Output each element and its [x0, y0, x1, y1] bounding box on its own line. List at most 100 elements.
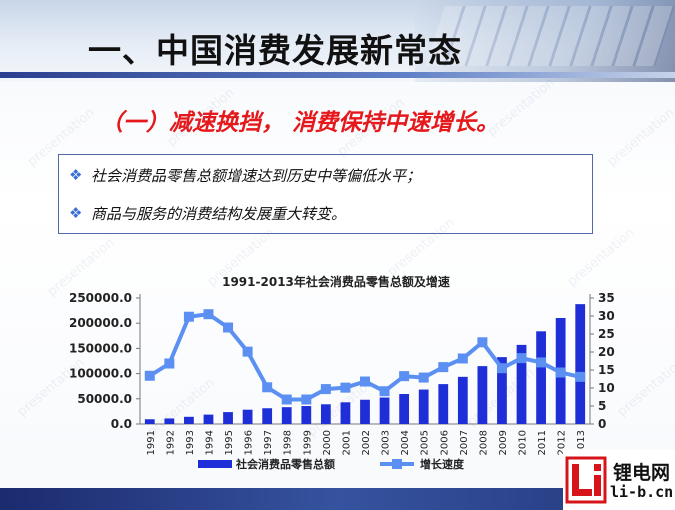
line-point [457, 353, 468, 364]
x-tick-label: 1998 [283, 430, 294, 455]
bar [223, 412, 233, 424]
bar-series [144, 304, 586, 424]
header-decoration [415, 0, 675, 82]
line-point [360, 376, 370, 387]
x-tick-label: 2001 [341, 430, 352, 455]
bar [301, 406, 312, 424]
line-point [203, 309, 214, 320]
y-left-tick-label: 0.0 [111, 417, 132, 431]
line-point [418, 372, 429, 383]
bar [438, 384, 449, 424]
bar [203, 414, 214, 424]
x-tick-label: 1995 [224, 430, 235, 455]
line-point [262, 382, 273, 393]
x-tick-label: 2003 [381, 430, 392, 455]
chart-axes: 0.0 50000.0 100000.0 150000.0 200000.0 250000… [69, 291, 615, 455]
x-tick-label: 2009 [498, 430, 509, 455]
x-tick-label: 2000 [322, 430, 333, 455]
line-point [301, 394, 312, 405]
x-tick-label: 2004 [400, 430, 411, 455]
x-tick-label: 1999 [302, 430, 313, 455]
legend-bar-label: 社会消费品零售总额 [235, 457, 335, 471]
bar [164, 418, 175, 424]
title-underline [0, 72, 675, 78]
x-tick-label: 2007 [459, 430, 470, 455]
x-tick-label: 2008 [478, 430, 489, 455]
bar [281, 407, 292, 424]
line-series [144, 309, 586, 405]
bar [242, 409, 253, 424]
bar [497, 357, 507, 424]
line-point [320, 384, 331, 395]
y-right-tick-label: 5 [598, 399, 606, 413]
diamond-bullet-icon: ❖ [69, 204, 83, 222]
x-tick-label: 2012 [557, 430, 568, 455]
line-point [516, 353, 527, 364]
legend-bar-swatch [198, 460, 232, 468]
line-point [281, 394, 292, 405]
line-point [399, 371, 410, 382]
y-right-tick-label: 10 [598, 381, 615, 395]
slide-subtitle: （一）减速换挡， 消费保持中速增长。 [100, 110, 500, 136]
line-point [438, 362, 449, 373]
bar [320, 404, 331, 424]
bar [399, 394, 410, 424]
bar [457, 376, 468, 424]
x-tick-label: 2006 [439, 430, 450, 455]
bar [262, 408, 273, 424]
line-point [379, 386, 390, 397]
diamond-bullet-icon: ❖ [69, 166, 83, 184]
line-point [575, 371, 586, 382]
bar [144, 419, 155, 424]
logo-name: 锂电网 [613, 462, 671, 484]
line-point [340, 382, 351, 393]
bar [360, 399, 370, 424]
y-left-tick-label: 200000.0 [69, 316, 132, 330]
bullet-item: ❖ 社会消费品零售总额增速达到历史中等偏低水平； [69, 163, 421, 187]
chart-legend: 社会消费品零售总额 增长速度 [198, 457, 465, 471]
bar [379, 397, 390, 424]
line-point [555, 367, 566, 378]
bar [418, 389, 429, 424]
x-tick-label: 1996 [244, 430, 255, 455]
chart-title: 1991-2013年社会消费品零售总额及增速 [222, 274, 450, 289]
line-point [536, 357, 547, 368]
bullet-item: ❖ 商品与服务的消费结构发展重大转变。 [69, 201, 346, 225]
y-left-tick-label: 250000.0 [69, 291, 132, 305]
x-tick-label: 2005 [420, 430, 431, 455]
y-right-tick-label: 0 [598, 417, 606, 431]
bar [477, 366, 488, 424]
logo-domain: li-b.cn [610, 483, 674, 501]
y-left-tick-label: 100000.0 [69, 367, 132, 381]
footer-strip [0, 488, 563, 510]
x-tick-label: 1997 [263, 430, 274, 455]
x-tick-label: 1991 [146, 430, 157, 455]
x-tick-label: 1994 [204, 430, 215, 455]
line-point [223, 322, 234, 333]
y-right-tick-label: 30 [598, 309, 615, 323]
logo-mark-icon [565, 456, 607, 504]
x-tick-label: 2011 [537, 430, 548, 455]
site-logo: 锂电网 li-b.cn [563, 450, 675, 510]
bullet-box: ❖ 社会消费品零售总额增速达到历史中等偏低水平； ❖ 商品与服务的消费结构发展重… [58, 154, 593, 234]
line-point [183, 311, 194, 322]
legend-line-label: 增长速度 [420, 457, 465, 471]
bar [536, 331, 546, 424]
line-point [144, 370, 155, 381]
growth-line [148, 312, 581, 402]
x-tick-label: 1993 [185, 430, 196, 455]
bullet-text: 商品与服务的消费结构发展重大转变。 [91, 204, 347, 223]
bar [340, 402, 351, 424]
legend-line-marker [392, 459, 402, 469]
line-point [496, 363, 507, 374]
x-tick-label: 2002 [361, 430, 372, 455]
x-tick-label: 2013 [576, 430, 587, 455]
bar [184, 416, 194, 424]
y-right-tick-label: 20 [598, 345, 615, 359]
y-right-tick-label: 15 [598, 363, 615, 377]
y-right-tick-label: 25 [598, 327, 615, 341]
x-tick-label: 2010 [518, 430, 529, 455]
bar [516, 344, 527, 424]
y-left-tick-label: 150000.0 [69, 341, 132, 355]
